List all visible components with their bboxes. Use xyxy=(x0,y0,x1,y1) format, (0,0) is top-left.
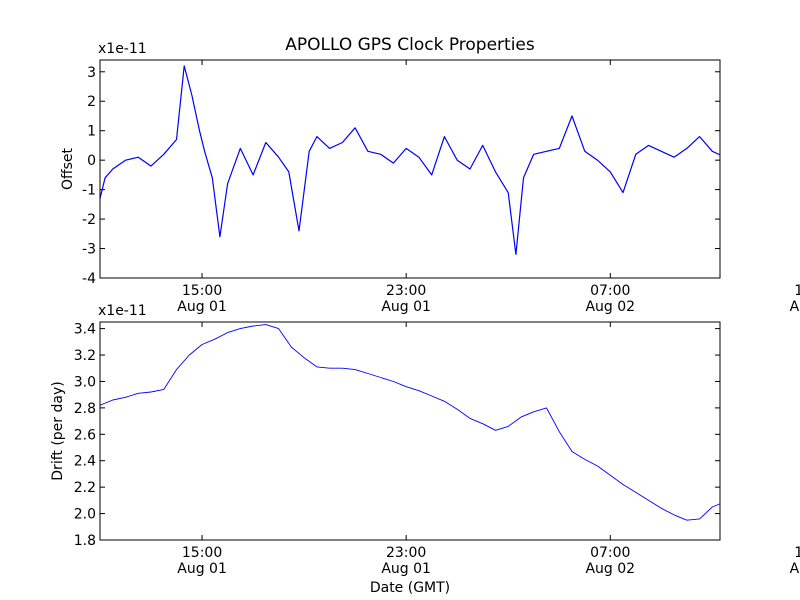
drift-ytick-label: 2.0 xyxy=(74,507,96,523)
drift-xlabel: Date (GMT) xyxy=(370,580,450,596)
offset-xtick-date: Aug 02 xyxy=(585,299,635,315)
offset-panel: APOLLO GPS Clock Properties x1e-11 Offse… xyxy=(60,35,800,315)
drift-ytick-label: 3.0 xyxy=(74,374,96,390)
offset-multiplier: x1e-11 xyxy=(98,41,147,57)
drift-series-line xyxy=(100,324,720,521)
offset-ytick-label: -1 xyxy=(82,183,96,199)
drift-xtick-time: 15:00 xyxy=(182,545,222,561)
offset-axes-frame xyxy=(99,59,721,279)
offset-series-line xyxy=(100,65,720,255)
offset-series-group xyxy=(100,65,720,255)
offset-ytick-label: -3 xyxy=(82,242,96,258)
offset-xtick-time: 07:00 xyxy=(590,283,630,299)
offset-xtick-date: Aug 01 xyxy=(177,299,227,315)
drift-ytick-label: 1.8 xyxy=(74,533,96,549)
offset-ytick-label: 3 xyxy=(87,65,96,81)
drift-panel: x1e-11 Drift (per day) Date (GMT) 1.8 2.0… xyxy=(50,303,800,596)
drift-axes-frame xyxy=(99,321,721,541)
drift-xtick-date: Aug 01 xyxy=(381,561,431,577)
offset-ytick-label: 2 xyxy=(87,94,96,110)
drift-xtick-date: Aug 02 xyxy=(790,561,800,577)
offset-ylabel: Offset xyxy=(60,147,76,190)
offset-xtick-time: 15:00 xyxy=(794,283,800,299)
drift-xtick-time: 07:00 xyxy=(590,545,630,561)
offset-xtick-date: Aug 02 xyxy=(790,299,800,315)
drift-ytick-label: 2.8 xyxy=(74,401,96,417)
drift-ylabel: Drift (per day) xyxy=(50,381,66,480)
drift-xtick-time: 23:00 xyxy=(386,545,426,561)
offset-xtick-date: Aug 01 xyxy=(381,299,431,315)
offset-ytick-label: 0 xyxy=(87,153,96,169)
drift-ytick-label: 3.2 xyxy=(74,348,96,364)
drift-ytick-label: 3.4 xyxy=(74,322,96,338)
drift-multiplier: x1e-11 xyxy=(98,303,147,319)
drift-ytick-label: 2.6 xyxy=(74,427,96,443)
drift-series-group xyxy=(100,324,720,521)
drift-xtick-date: Aug 02 xyxy=(585,561,635,577)
offset-ytick-label: -4 xyxy=(82,271,96,287)
drift-xtick-time: 15:00 xyxy=(794,545,800,561)
offset-ytick-label: -2 xyxy=(82,212,96,228)
drift-ytick-label: 2.2 xyxy=(74,480,96,496)
offset-xtick-time: 23:00 xyxy=(386,283,426,299)
drift-ytick-label: 2.4 xyxy=(74,454,96,470)
chart-title: APOLLO GPS Clock Properties xyxy=(285,35,535,55)
offset-ytick-label: 1 xyxy=(87,124,96,140)
offset-xtick-time: 15:00 xyxy=(182,283,222,299)
drift-xtick-date: Aug 01 xyxy=(177,561,227,577)
